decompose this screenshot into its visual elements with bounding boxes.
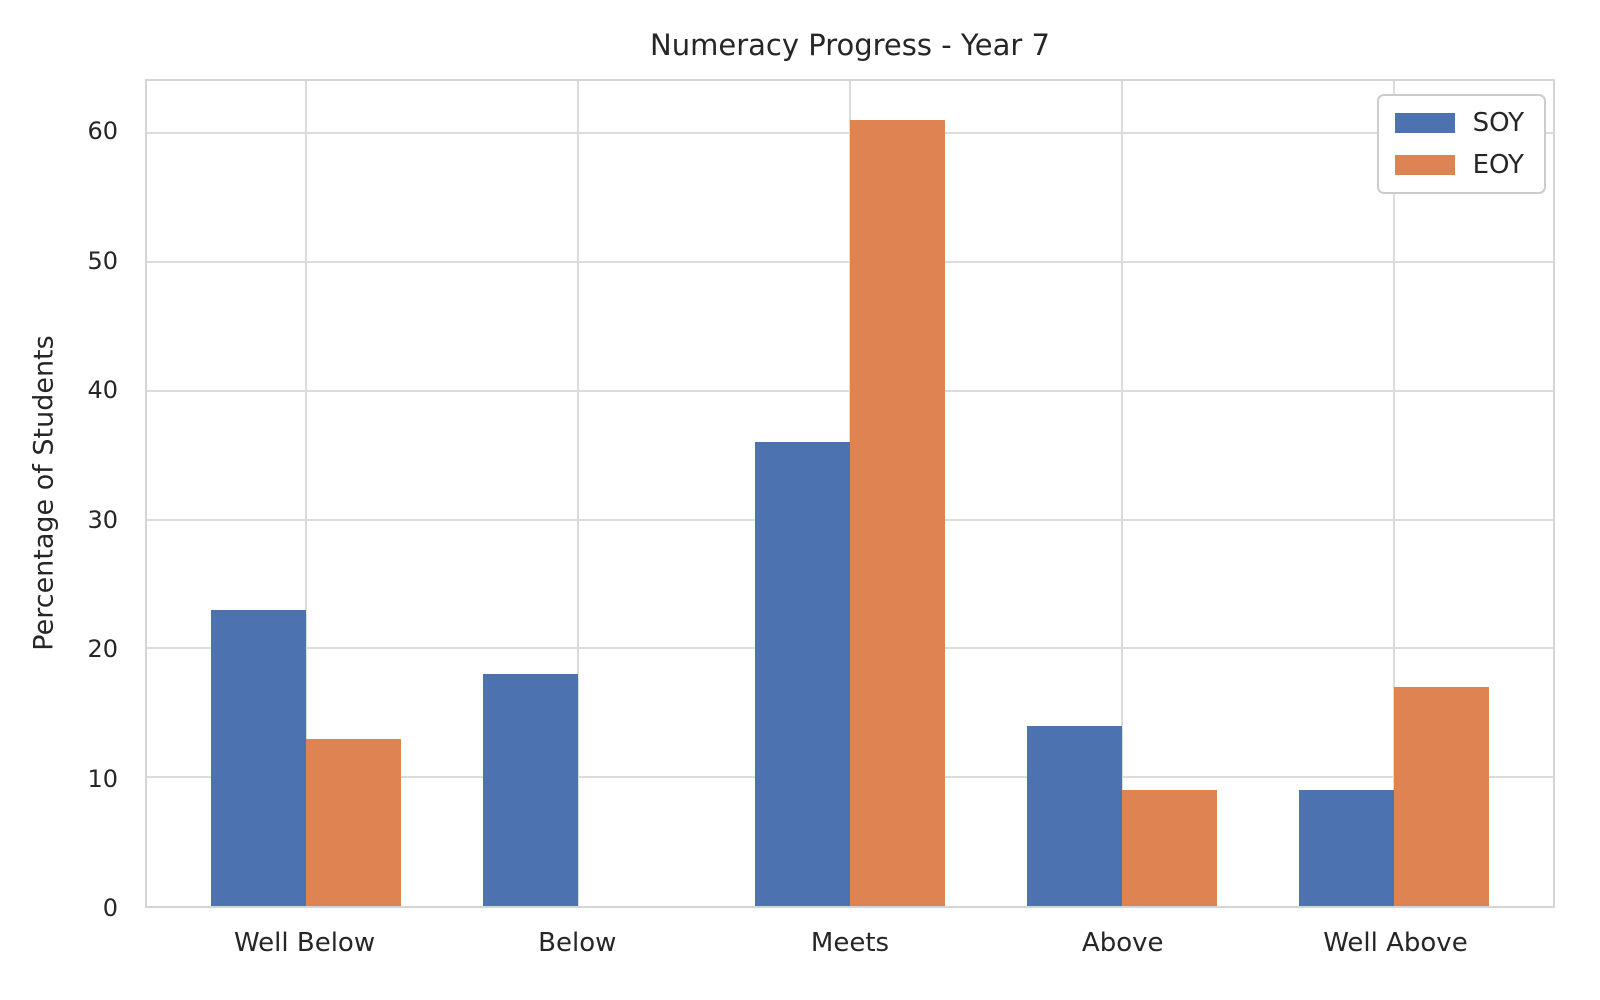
bar-eoy-0 xyxy=(306,738,402,906)
legend-swatch-eoy xyxy=(1394,155,1455,175)
x-tick-label: Meets xyxy=(810,928,890,958)
y-tick-label: 50 xyxy=(87,246,118,275)
legend-item-soy: SOY xyxy=(1394,108,1524,138)
x-tick-label: Below xyxy=(538,928,617,958)
y-tick-label: 30 xyxy=(87,505,118,534)
legend-label-eoy: EOY xyxy=(1472,150,1524,180)
x-tick-label: Above xyxy=(1081,928,1164,958)
bar-soy-2 xyxy=(754,442,850,906)
chart-title: Numeracy Progress - Year 7 xyxy=(650,28,1050,62)
plot-area: SOY EOY xyxy=(145,79,1555,908)
bar-soy-3 xyxy=(1026,725,1122,906)
bar-eoy-4 xyxy=(1393,687,1490,906)
bar-soy-0 xyxy=(210,609,307,906)
x-tick-label: Well Below xyxy=(233,928,376,958)
bar-soy-1 xyxy=(482,674,579,906)
v-gridline xyxy=(1120,81,1123,906)
legend-label-soy: SOY xyxy=(1472,108,1524,138)
v-gridline xyxy=(305,81,308,906)
y-tick-label: 40 xyxy=(87,376,118,405)
legend-item-eoy: EOY xyxy=(1394,150,1524,180)
v-gridline xyxy=(1392,81,1395,906)
bar-soy-4 xyxy=(1298,790,1394,906)
legend-swatch-soy xyxy=(1394,113,1455,133)
v-gridline xyxy=(577,81,580,906)
bar-eoy-3 xyxy=(1121,790,1218,906)
legend: SOY EOY xyxy=(1376,94,1546,194)
bar-eoy-2 xyxy=(850,120,946,906)
x-tick-label: Well Above xyxy=(1323,928,1468,958)
y-tick-label: 0 xyxy=(102,894,118,922)
y-tick-label: 10 xyxy=(87,764,118,793)
y-tick-label: 60 xyxy=(87,117,118,146)
y-tick-label: 20 xyxy=(87,635,118,664)
